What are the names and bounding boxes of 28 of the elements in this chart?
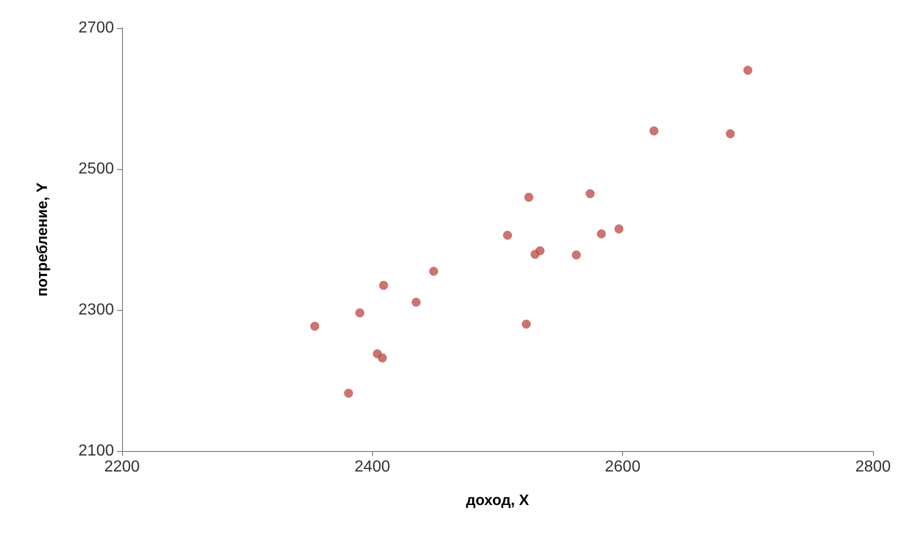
point bbox=[503, 230, 512, 240]
point bbox=[596, 229, 606, 238]
point bbox=[649, 126, 658, 136]
point bbox=[344, 388, 354, 398]
point bbox=[726, 129, 735, 138]
point bbox=[572, 250, 581, 260]
point bbox=[536, 246, 545, 256]
y-tick-label: 2500 bbox=[78, 160, 114, 178]
point bbox=[379, 280, 388, 290]
y-tick-label: 2300 bbox=[78, 302, 114, 318]
point bbox=[522, 320, 531, 329]
point bbox=[524, 192, 534, 202]
point bbox=[586, 189, 595, 198]
x-tick-label: 2200 bbox=[104, 458, 140, 476]
point bbox=[743, 66, 752, 75]
y-tick-label: 2700 bbox=[78, 20, 114, 36]
y-tick-label: 2100 bbox=[78, 442, 114, 460]
point bbox=[355, 308, 364, 318]
point bbox=[310, 322, 320, 331]
point bbox=[378, 353, 387, 362]
y-axis-title: потребление, Y bbox=[34, 182, 51, 297]
point bbox=[614, 224, 624, 234]
x-tick-label: 2600 bbox=[604, 458, 641, 476]
x-axis-title: доход, X bbox=[466, 492, 530, 509]
x-tick-label: 2800 bbox=[855, 458, 891, 476]
point bbox=[429, 266, 438, 276]
point bbox=[412, 298, 421, 307]
x-tick-label: 2400 bbox=[354, 458, 390, 476]
